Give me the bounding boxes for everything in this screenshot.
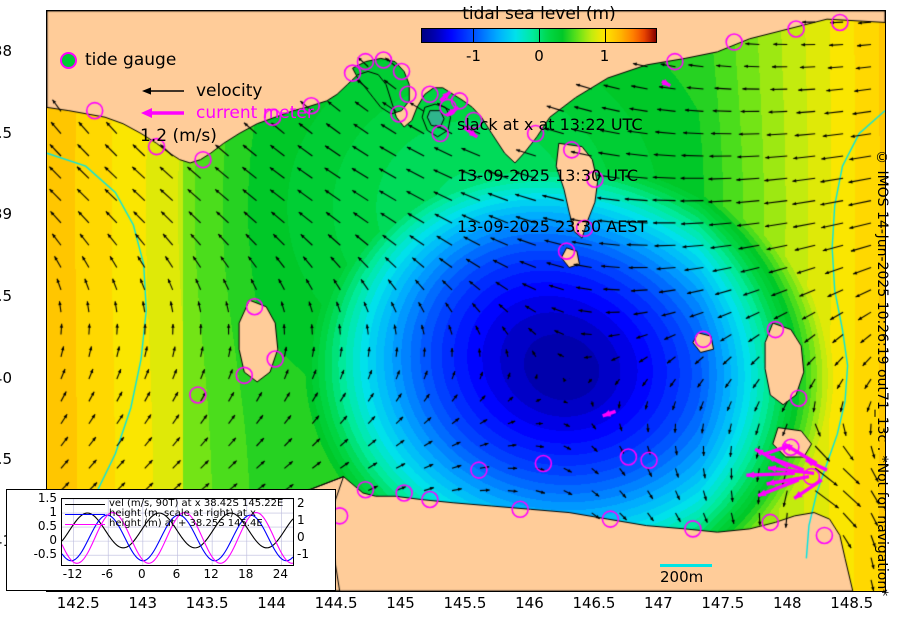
y-tick-label: -40.5 (0, 450, 12, 469)
y-tick-label: -38.5 (0, 123, 12, 142)
x-tick-label: 148.5 (830, 594, 874, 612)
tide-gauge-legend-label: tide gauge (85, 50, 177, 70)
timeseries-left-tick-label: 1.5 (37, 491, 57, 505)
tide-gauge-marker-icon (60, 51, 77, 69)
timeseries-curves (62, 499, 293, 565)
current-meter-arrow-icon (141, 108, 184, 118)
velocity-legend-row: velocity (140, 80, 314, 102)
y-tick-label: -39.5 (0, 286, 12, 305)
timeseries-x-tick-label: 12 (203, 567, 219, 581)
x-tick-label: 142.5 (56, 594, 100, 612)
timestamp-line-slack: slack at x at 13:22 UTC (457, 115, 643, 134)
timeseries-legend-row: height (m) at + 38.25S 145.4E (65, 519, 283, 529)
timeseries-left-tick-label: 0.5 (37, 519, 57, 534)
y-tick-label: -40 (0, 368, 12, 387)
x-tick-label: 143.5 (185, 594, 229, 612)
scale-bar-line (660, 564, 712, 567)
timeseries-curve (62, 511, 293, 564)
current-meter-legend-label: current meter (196, 103, 314, 123)
timeseries-left-tick-label: -0.5 (33, 547, 57, 562)
timestamp-block: slack at x at 13:22 UTC 13-09-2025 13:30… (457, 82, 647, 269)
timeseries-left-tick-label: 1 (49, 505, 57, 520)
velocity-scale-label: 1.2 (m/s) (140, 126, 217, 146)
timeseries-legend-line (65, 503, 105, 505)
timestamp-line-utc: 13-09-2025 13:30 UTC (457, 166, 638, 185)
colorbar: tidal sea level (m) -1 0 1 (408, 4, 670, 66)
timeseries-legend-row: vel (m/s, 90T) at x 38.42S 145.22E (65, 499, 283, 509)
timeseries-x-tick-label: 0 (138, 567, 146, 581)
timeseries-legend-row: height (m, scale at right) at x (65, 509, 283, 519)
timeseries-right-tick-label: 0 (297, 529, 305, 544)
colorbar-tick (604, 28, 606, 43)
timeseries-left-tick-label: 0 (49, 533, 57, 548)
velocity-arrow-icon (142, 87, 184, 95)
timeseries-x-tick-label: -6 (101, 567, 114, 581)
x-tick-label: 147 (644, 594, 673, 612)
y-tick-label: -38 (0, 41, 12, 60)
timeseries-inset: -0.5 0 0.5 1 1.5 -1 0 1 2 -12 -6 0 6 12 18 24 vel (m/… (6, 489, 336, 591)
tide-gauge-legend: tide gauge (60, 50, 176, 70)
colorbar-title: tidal sea level (m) (462, 4, 616, 24)
timeseries-axes (61, 498, 294, 566)
timeseries-x-tick-label: 24 (272, 567, 289, 581)
timeseries-curve (62, 512, 293, 549)
timeseries-curve (62, 514, 293, 562)
x-tick-label: 147.5 (701, 594, 745, 612)
timeseries-legend-label: height (m, scale at right) at x (109, 508, 256, 519)
x-tick-label: 144.5 (314, 594, 358, 612)
colorbar-tick-label: 0 (534, 47, 544, 65)
x-tick-label: 143 (128, 594, 157, 612)
scale-bar-label: 200m (660, 568, 704, 586)
scale-bar: 200m (660, 564, 712, 586)
colorbar-tick-label: 1 (599, 47, 610, 65)
timeseries-legend: vel (m/s, 90T) at x 38.42S 145.22E height… (65, 499, 283, 529)
timestamp-line-aest: 13-09-2025 23:30 AEST (457, 217, 648, 236)
timeseries-x-tick-label: 18 (238, 567, 254, 581)
x-tick-label: 144 (257, 594, 286, 612)
timeseries-x-tick-label: -12 (62, 567, 83, 581)
current-meter-legend-row: current meter (140, 102, 314, 124)
timeseries-x-tick-label: 6 (172, 567, 181, 581)
colorbar-tick (473, 28, 475, 43)
timeseries-legend-line (65, 513, 105, 515)
x-tick-label: 148 (772, 594, 802, 612)
timeseries-legend-line (65, 523, 105, 525)
x-tick-label: 145 (386, 594, 415, 612)
velocity-legend: velocity current meter 1.2 (m/s) (140, 80, 314, 146)
colorbar-tick (539, 28, 540, 43)
x-tick-label: 146.5 (572, 594, 616, 612)
timeseries-legend-label: vel (m/s, 90T) at x 38.42S 145.22E (109, 498, 284, 509)
copyright-notice: © IMOS 14-Jun-2025 10:26:19 out71_13c . … (874, 150, 890, 597)
timeseries-legend-label: height (m) at + 38.25S 145.4E (109, 518, 263, 529)
velocity-legend-label: velocity (196, 81, 263, 101)
y-tick-label: -39 (0, 205, 12, 224)
x-tick-label: 145.5 (443, 594, 487, 612)
timeseries-right-tick-label: 2 (297, 496, 305, 511)
colorbar-tick-label: -1 (465, 47, 481, 65)
x-tick-label: 146 (515, 594, 544, 612)
timeseries-right-tick-label: 1 (297, 513, 305, 527)
timeseries-right-tick-label: -1 (297, 546, 309, 561)
